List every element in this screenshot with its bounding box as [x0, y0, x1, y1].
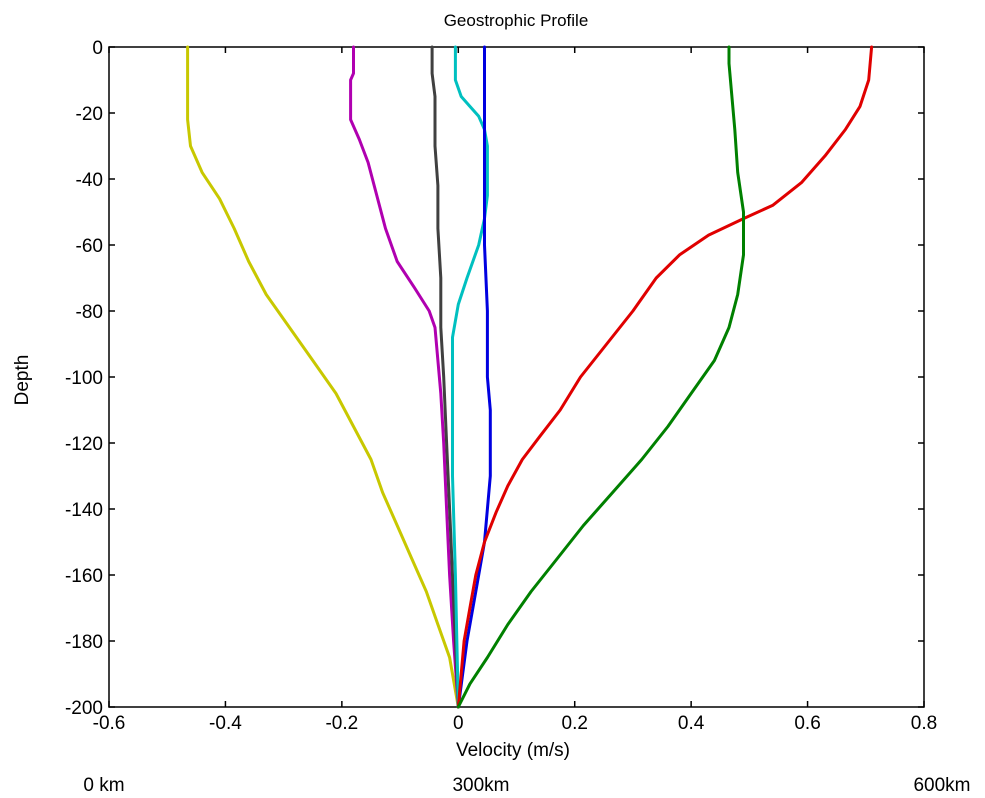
- plot-frame: [108, 46, 925, 708]
- y-axis-label: Depth: [12, 355, 33, 406]
- x-tick-label: 0.4: [678, 713, 705, 734]
- x-tick-label: -0.4: [209, 713, 242, 734]
- y-tick-label: -160: [65, 566, 103, 587]
- x-tick-label: 0: [453, 713, 464, 734]
- y-tick-labels: 0 -20 -40 -60 -80 -100 -120 -140 -160 -180 -200: [65, 38, 103, 719]
- series-line-2: [349, 45, 460, 709]
- chart-title: Geostrophic Profile: [444, 11, 589, 30]
- series-line-5: [456, 45, 492, 709]
- y-tick-label: -80: [76, 302, 103, 323]
- series-line-3: [430, 45, 460, 709]
- series-line-6: [456, 45, 874, 709]
- x-tick-label: 0.8: [911, 713, 937, 734]
- distance-label-end: 600km: [913, 775, 970, 796]
- y-tick-label: -140: [65, 500, 103, 521]
- series-line-7: [456, 45, 745, 709]
- axis-ticks: [108, 46, 925, 708]
- series-group: [186, 45, 874, 709]
- x-tick-label: 0.6: [794, 713, 820, 734]
- x-tick-label: -0.6: [93, 713, 126, 734]
- distance-label-start: 0 km: [83, 775, 124, 796]
- y-tick-label: -180: [65, 632, 103, 653]
- y-tick-label: -100: [65, 368, 103, 389]
- x-axis-label: Velocity (m/s): [456, 740, 570, 761]
- x-tick-labels: -0.6 -0.4 -0.2 0 0.2 0.4 0.6 0.8: [93, 713, 938, 734]
- y-tick-label: -60: [76, 236, 103, 257]
- series-line-1: [186, 45, 460, 709]
- y-tick-label: -40: [76, 170, 103, 191]
- y-tick-label: -200: [65, 698, 103, 719]
- x-tick-label: -0.2: [325, 713, 358, 734]
- y-tick-label: 0: [92, 38, 103, 59]
- y-tick-label: -20: [76, 104, 103, 125]
- x-tick-label: 0.2: [562, 713, 588, 734]
- y-tick-label: -120: [65, 434, 103, 455]
- distance-label-middle: 300km: [452, 775, 509, 796]
